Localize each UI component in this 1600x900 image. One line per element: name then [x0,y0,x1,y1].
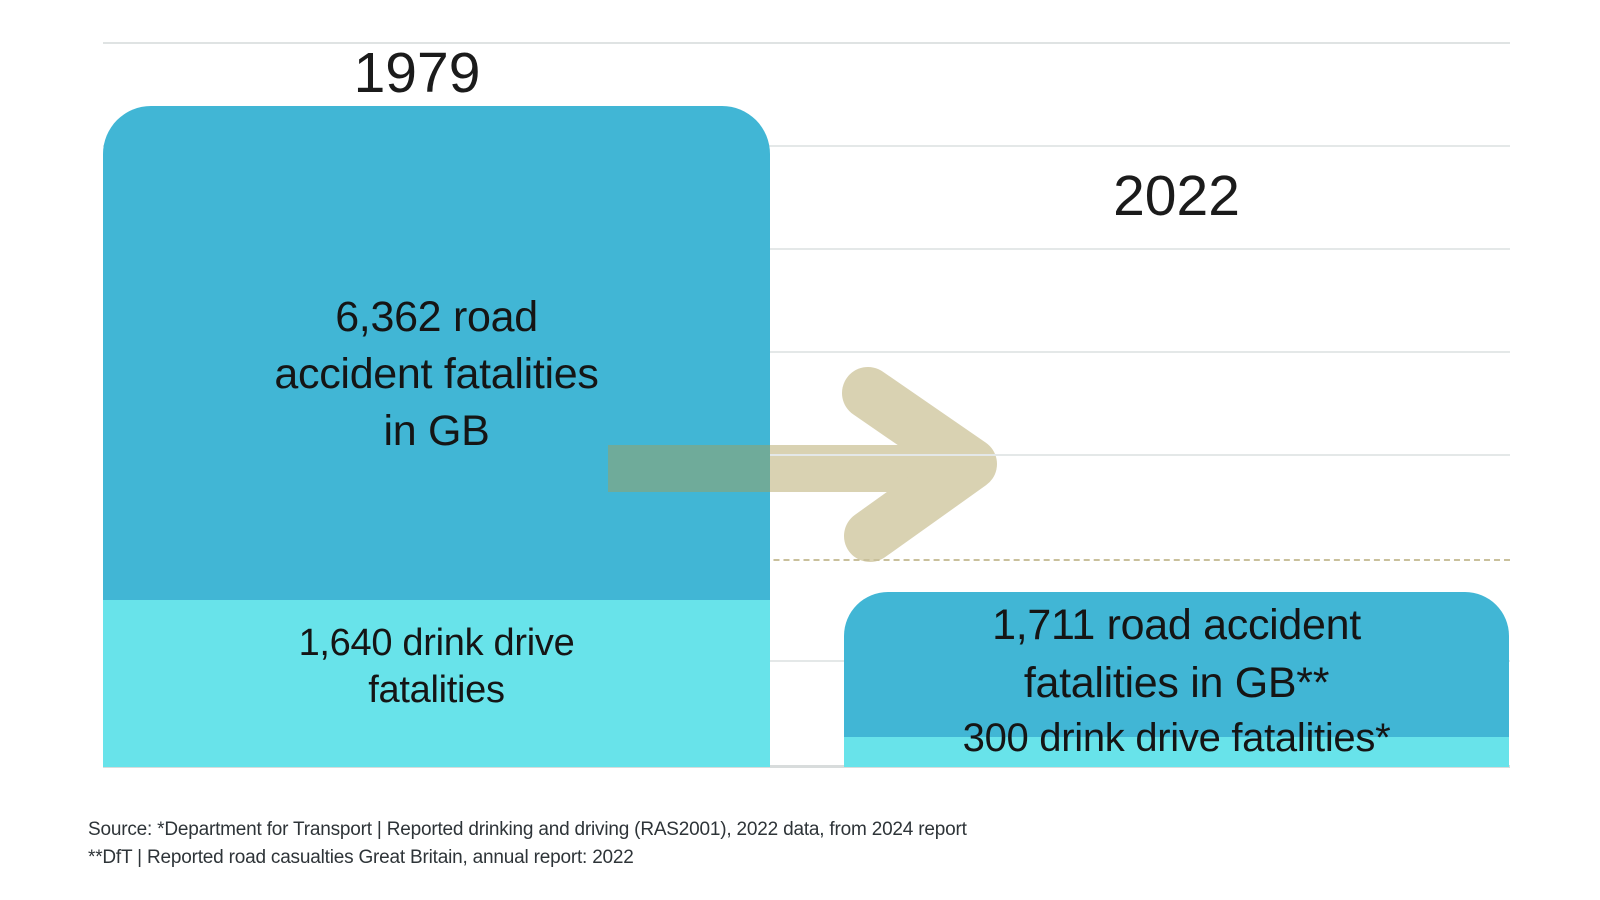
label-2022-total: 1,711 road accident fatalities in GB** [844,596,1509,712]
label-1979-drink-drive: 1,640 drink drive fatalities [103,620,770,714]
label-line: in GB [383,407,490,455]
source-line-2: **DfT | Reported road casualties Great B… [88,847,634,868]
gridline-7000 [103,42,1510,44]
year-title-1979: 1979 [353,41,481,105]
gridline-2000-dashed [103,559,1510,561]
gridline-5000 [103,248,1510,250]
label-line: 1,640 drink drive [298,622,575,664]
bar-2022-drink-drive-segment [844,737,1509,767]
gridline-6000 [103,145,1510,147]
label-line: 6,362 road [335,293,538,341]
gridline-4000 [103,351,1510,353]
year-title-2022: 2022 [1113,164,1240,228]
bar-2022-total [844,592,1509,767]
bar-1979-total [103,106,770,767]
right-arrow-icon [842,367,997,562]
label-line: fatalities in GB** [1023,659,1330,707]
source-line-1: Source: *Department for Transport | Repo… [88,819,967,840]
label-line: 1,711 road accident [992,601,1361,649]
label-line: fatalities [368,669,505,711]
bar-1979-drink-drive-segment [103,600,770,767]
gridline-3000 [103,454,1510,456]
source-note: Source: *Department for Transport | Repo… [88,816,967,872]
label-line: accident fatalities [274,350,599,398]
gridline-1000 [103,660,1510,662]
label-2022-drink-drive: 300 drink drive fatalities* [844,714,1509,762]
right-arrow-tail-overlap [608,445,770,492]
label-line: 300 drink drive fatalities* [962,716,1391,760]
baseline-axis [103,765,1510,768]
label-1979-total: 6,362 road accident fatalities in GB [103,289,770,460]
